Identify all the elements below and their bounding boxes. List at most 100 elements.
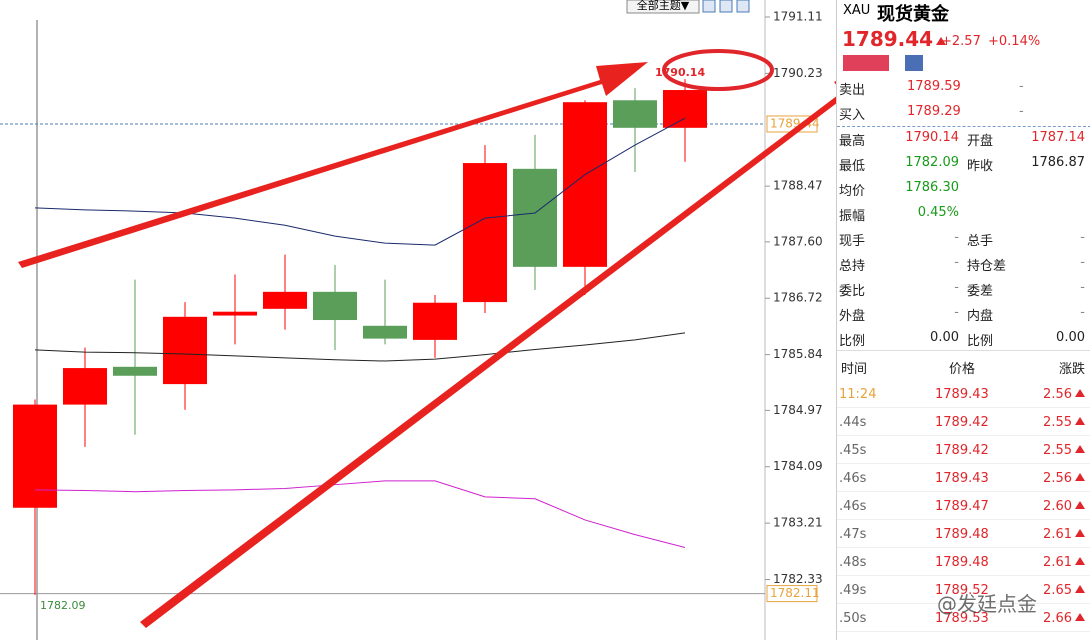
trade-change: 2.61 <box>1043 527 1085 542</box>
trade-price: 1789.43 <box>935 471 989 486</box>
row-divider <box>837 631 1090 632</box>
stat-label: 昨收 <box>967 159 994 174</box>
stat-label: 持仓差 <box>967 259 1007 274</box>
trade-price: 1789.48 <box>935 555 989 570</box>
stat-label: 委差 <box>967 284 994 299</box>
tool-button[interactable] <box>702 0 716 13</box>
y-tick-label: 1782.33 <box>773 572 823 586</box>
tool-button[interactable] <box>736 0 750 13</box>
candle-body <box>413 302 457 340</box>
trade-time: .45s <box>839 443 867 458</box>
price: 1789.44 <box>842 27 946 51</box>
trade-change: 2.55 <box>1043 443 1085 458</box>
y-tick-label: 1790.23 <box>773 66 823 80</box>
book-price: 1789.59 <box>907 79 961 94</box>
stat-label: 外盘 <box>839 309 866 324</box>
trade-change: 2.66 <box>1043 611 1085 626</box>
candle-body <box>613 100 657 128</box>
stat-value: - <box>954 230 959 245</box>
book-volume: - <box>1019 79 1024 94</box>
book-label: 买入 <box>839 108 866 123</box>
stat-label: 委比 <box>839 284 866 299</box>
y-tick-label: 1785.84 <box>773 347 823 361</box>
y-tick-label: 1784.97 <box>773 403 823 417</box>
candle-body <box>463 163 507 303</box>
stat-label: 内盘 <box>967 309 994 324</box>
stat-value: - <box>1080 305 1085 320</box>
indicator-line <box>34 117 686 246</box>
trade-price: 1789.47 <box>935 499 989 514</box>
candle-body <box>263 291 307 309</box>
alert-button[interactable] <box>905 55 923 71</box>
stat-value: 1786.87 <box>1031 155 1085 170</box>
trades-header: 价格 <box>949 362 976 377</box>
stat-value: - <box>954 280 959 295</box>
trade-price: 1789.48 <box>935 527 989 542</box>
low-annotation: 1782.09 <box>40 599 86 612</box>
trade-time: .50s <box>839 611 867 626</box>
y-tick-label: 1786.72 <box>773 291 823 305</box>
trade-time: .46s <box>839 471 867 486</box>
trade-price: 1789.42 <box>935 443 989 458</box>
trade-change: 2.65 <box>1043 583 1085 598</box>
trade-price: 1789.52 <box>935 583 989 598</box>
candle-body <box>313 291 357 321</box>
stat-value: 1786.30 <box>905 180 959 195</box>
arrows <box>18 62 836 628</box>
quote-panel: XAU 现货黄金 1789.44 +2.57 +0.14% 卖出 1789.59 -… <box>836 0 1090 640</box>
row-divider <box>837 575 1090 576</box>
candle-body <box>63 368 107 405</box>
price-box <box>766 585 818 603</box>
stat-value: - <box>1080 230 1085 245</box>
candle-body <box>113 366 157 376</box>
stat-label: 均价 <box>839 184 866 199</box>
book-label: 卖出 <box>839 83 866 98</box>
stat-label: 最低 <box>839 159 866 174</box>
candle-body <box>13 404 57 508</box>
stat-label: 现手 <box>839 234 866 249</box>
change: +2.57 <box>941 34 981 49</box>
trade-change: 2.61 <box>1043 555 1085 570</box>
y-tick-label: 1784.09 <box>773 459 823 473</box>
book-volume: - <box>1019 104 1024 119</box>
trade-time: .48s <box>839 555 867 570</box>
candle-body <box>363 325 407 339</box>
indicator-line <box>34 332 686 362</box>
trade-change: 2.55 <box>1043 415 1085 430</box>
trade-change: 2.56 <box>1043 471 1085 486</box>
y-tick-label: 1787.60 <box>773 234 823 248</box>
theme-button[interactable] <box>626 0 700 14</box>
trade-change: 2.60 <box>1043 499 1085 514</box>
symbol: XAU <box>843 3 871 18</box>
trade-price: 1789.43 <box>935 387 989 402</box>
row-divider <box>837 603 1090 604</box>
separator <box>837 126 1090 127</box>
row-divider <box>837 407 1090 408</box>
row-divider <box>837 435 1090 436</box>
tool-button[interactable] <box>719 0 733 13</box>
stat-label: 最高 <box>839 134 866 149</box>
row-divider <box>837 463 1090 464</box>
row-divider <box>837 547 1090 548</box>
candle-body <box>663 90 707 128</box>
watermark: @发廷点金 <box>937 592 1037 616</box>
row-divider <box>837 491 1090 492</box>
trade-price: 1789.42 <box>935 415 989 430</box>
y-tick-label: 1791.11 <box>773 9 823 23</box>
candle-body <box>213 311 257 316</box>
action-button[interactable] <box>843 55 889 71</box>
stat-label: 比例 <box>967 334 994 349</box>
y-tick-label: 1783.21 <box>773 516 823 530</box>
stat-label: 总手 <box>967 234 994 249</box>
theme-button-label[interactable]: 全部主题▼ <box>637 0 690 12</box>
candle-body <box>163 316 207 385</box>
stat-value: - <box>954 305 959 320</box>
stat-label: 振幅 <box>839 209 866 224</box>
trade-time: .47s <box>839 527 867 542</box>
stat-value: 1787.14 <box>1031 130 1085 145</box>
separator <box>837 350 1090 351</box>
stat-value: - <box>1080 255 1085 270</box>
stat-value: 1790.14 <box>905 130 959 145</box>
trade-time: .49s <box>839 583 867 598</box>
indicator-line <box>34 480 686 548</box>
